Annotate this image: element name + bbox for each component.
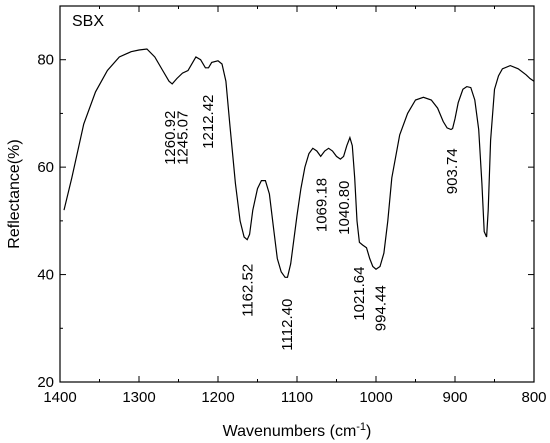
- y-tick-label: 60: [37, 159, 54, 176]
- peak-label: 1162.52: [240, 264, 257, 317]
- x-axis-title-main: Wavenumbers (cm: [223, 423, 357, 440]
- x-tick-label: 1100: [281, 389, 313, 406]
- peak-label: 1112.40: [279, 299, 296, 351]
- y-tick-label: 80: [37, 52, 54, 69]
- y-tick-label: 40: [37, 267, 54, 284]
- peak-label: 903.74: [444, 148, 461, 194]
- y-axis-title: Reflectance(%): [6, 139, 23, 248]
- x-axis-title-end: ): [366, 423, 371, 440]
- spectrum-line: [63, 48, 535, 278]
- x-axis-ticks: 1400 1300 1200 1100 1000 900 800: [43, 6, 547, 406]
- peak-label: 994.44: [372, 285, 389, 331]
- x-axis-title-superscript: -1: [356, 421, 366, 433]
- x-tick-label: 1200: [201, 389, 234, 406]
- peak-label: 1212.42: [200, 95, 217, 149]
- y-tick-label: 20: [37, 374, 54, 391]
- peak-label: 1260.92: [162, 111, 179, 165]
- x-tick-label: 900: [442, 389, 467, 406]
- x-axis-title: Wavenumbers (cm-1): [223, 421, 372, 440]
- peak-label: 1021.64: [351, 267, 368, 321]
- peak-label: 1040.80: [336, 181, 353, 235]
- x-tick-label: 1400: [43, 389, 76, 406]
- x-tick-label: 1000: [359, 389, 392, 406]
- plot-frame: [59, 5, 535, 383]
- x-tick-label: 800: [521, 389, 546, 406]
- chart-title: SBX: [72, 13, 104, 30]
- peak-label: 1069.18: [313, 178, 330, 232]
- peak-label: 1245.07: [174, 111, 191, 165]
- y-axis-ticks: 20 40 60 80: [37, 52, 534, 391]
- x-tick-label: 1300: [122, 389, 155, 406]
